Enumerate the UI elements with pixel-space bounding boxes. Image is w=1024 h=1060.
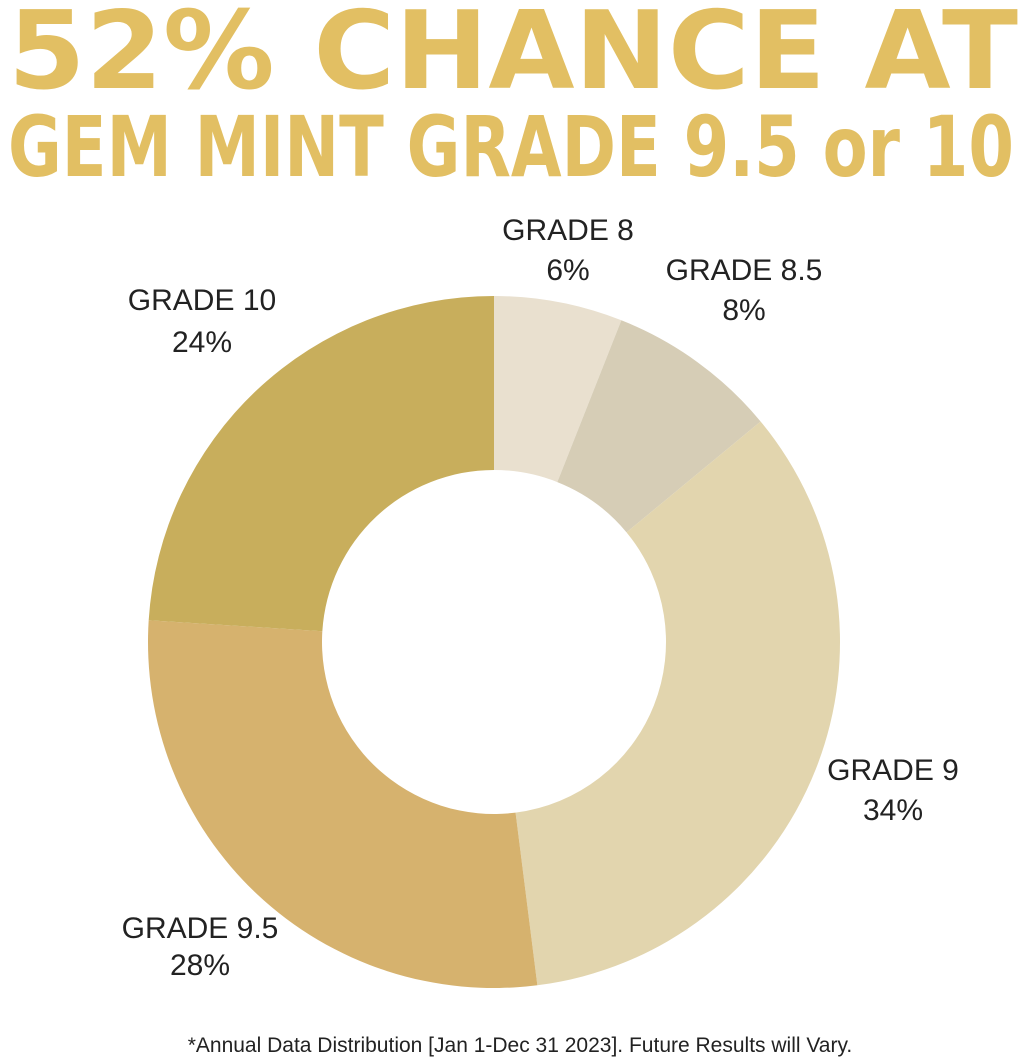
segment-value-label: 24% [172,326,232,359]
chart-subtitle: GEM MINT GRADE 9.5 or 10 [8,98,1014,196]
donut-segment [494,296,622,483]
segment-value-label: 34% [863,794,923,827]
segment-label: GRADE 9 [827,754,959,787]
segment-value-label: 6% [546,254,589,287]
segment-value-label: 28% [170,949,230,982]
donut-segment [148,295,495,632]
donut-segment [515,421,840,986]
segment-value-label: 8% [722,294,765,327]
chart-title: 52% CHANCE AT [8,0,1018,114]
segment-label: GRADE 10 [128,284,276,317]
segment-label: GRADE 8 [502,214,634,247]
segment-label: GRADE 9.5 [122,912,279,945]
footnote: *Annual Data Distribution [Jan 1-Dec 31 … [188,1034,853,1057]
donut-segment [148,620,538,988]
donut-segment [557,320,761,533]
segment-label: GRADE 8.5 [666,254,823,287]
